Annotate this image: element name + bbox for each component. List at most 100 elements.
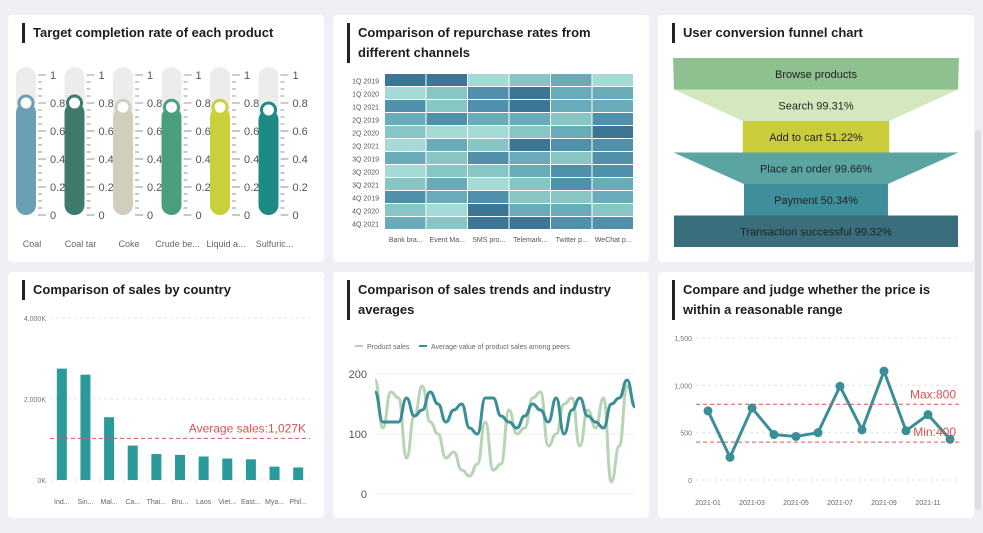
gauge-tick-label: 0.6	[196, 126, 211, 138]
heatmap-cell	[468, 152, 509, 164]
heatmap-cell	[509, 152, 550, 164]
panel-price-range: Compare and judge whether the price is w…	[658, 272, 974, 518]
scrollbar[interactable]	[975, 130, 981, 510]
heatmap-cell	[426, 165, 467, 177]
heatmap-cell	[468, 178, 509, 190]
funnel-label: Place an order 99.66%	[760, 163, 872, 175]
category-label: Sulfuric...	[256, 239, 294, 249]
gauge-tick-label: 0.2	[147, 182, 162, 194]
gauge-tick-label: 0	[293, 210, 299, 222]
heatmap-cell	[468, 126, 509, 138]
bar	[245, 459, 256, 480]
gauge-tick-label: 0.6	[50, 126, 65, 138]
heatmap-cell	[385, 191, 426, 203]
price-point	[813, 428, 823, 438]
gauge-fill	[16, 103, 36, 215]
row-label: 2Q 2019	[352, 118, 379, 125]
funnel-label: Transaction successful 99.32%	[740, 226, 892, 238]
row-label: 4Q 2021	[352, 222, 379, 229]
bar	[198, 456, 209, 480]
heatmap-cell	[468, 87, 509, 99]
y-tick-label: 1,000	[674, 383, 692, 390]
heatmap-cell	[509, 204, 550, 216]
heatmap-cell	[385, 113, 426, 125]
gauge-knob	[211, 98, 229, 116]
x-tick-label: 2021-01	[695, 500, 721, 507]
gauge-tick-label: 0.2	[196, 182, 211, 194]
price-point	[945, 434, 955, 444]
heatmap-cell	[509, 217, 550, 229]
chart-target-completion: 1 0.8 0.6 0.4 0.2 0 Coal 1 0.8 0.6 0.4 0.2 0 Coal tar…	[16, 67, 308, 249]
bar	[104, 417, 115, 480]
category-label: Mal...	[101, 499, 118, 506]
row-label: 2Q 2021	[352, 144, 379, 151]
heatmap-cell	[385, 204, 426, 216]
chart-sales-trends: 200 100 0 Product sales Average value of pro…	[349, 344, 637, 501]
heatmap-cell	[592, 139, 633, 151]
heatmap-cell	[509, 191, 550, 203]
panel-title: Comparison of repurchase rates from diff…	[347, 23, 629, 63]
y-tick-label: 1,500	[674, 336, 692, 343]
gauge-tick-label: 0.2	[99, 182, 114, 194]
heatmap-cell	[551, 204, 592, 216]
gauge-tick-label: 0.4	[293, 154, 308, 166]
bar	[222, 458, 233, 480]
heatmap-cell	[592, 178, 633, 190]
heatmap-cell	[509, 100, 550, 112]
funnel-label: Payment 50.34%	[774, 195, 858, 207]
series-line	[373, 378, 637, 436]
panel-repurchase-rates: Comparison of repurchase rates from diff…	[333, 15, 649, 262]
max-label: Max:800	[910, 387, 956, 401]
column-label: Event Ma...	[430, 237, 465, 244]
panel-sales-trends: Comparison of sales trends and industry …	[333, 272, 649, 518]
y-tick-label: 2,000K	[24, 397, 47, 404]
heatmap-cell	[426, 74, 467, 86]
y-tick-label: 0	[361, 489, 367, 501]
gauge-tick-label: 0	[50, 210, 56, 222]
heatmap-cell	[509, 74, 550, 86]
heatmap-cell	[551, 165, 592, 177]
heatmap-cell	[468, 139, 509, 151]
gauge-tick-label: 0.2	[244, 182, 259, 194]
gauge-tick-label: 0	[196, 210, 202, 222]
bar	[293, 467, 304, 480]
heatmap-cell	[385, 100, 426, 112]
price-point	[791, 431, 801, 441]
bar	[175, 454, 185, 480]
heatmap-cell	[551, 139, 592, 151]
column-label: SMS pro...	[472, 237, 505, 244]
heatmap-cell	[509, 87, 550, 99]
chart-repurchase-heatmap: 1Q 2019 1Q 2020 1Q 2021 2Q 2019 2Q 2020 2Q 20…	[352, 74, 633, 244]
gauge-fill	[258, 110, 279, 215]
category-label: Crude be...	[155, 239, 200, 249]
price-point	[769, 430, 779, 440]
gauge-tick-label: 0	[147, 210, 153, 222]
gauge-tick-label: 0.8	[50, 98, 65, 110]
gauge-tick-label: 0.8	[244, 98, 259, 110]
row-label: 3Q 2020	[352, 170, 379, 177]
heatmap-cell	[426, 87, 467, 99]
row-label: 1Q 2019	[352, 79, 379, 86]
heatmap-cell	[592, 87, 633, 99]
panel-title: Target completion rate of each product	[22, 23, 273, 43]
x-tick-label: 2021-11	[915, 500, 940, 507]
y-tick-label: 0	[688, 478, 692, 485]
gauge-tick-label: 0.4	[147, 154, 162, 166]
heatmap-cell	[509, 113, 550, 125]
y-tick-label: 200	[349, 369, 367, 381]
gauge-tick-label: 0.8	[147, 98, 162, 110]
category-label: Coal tar	[65, 239, 97, 249]
gauge-tick-label: 0.6	[99, 126, 114, 138]
category-label: Liquid a...	[206, 239, 245, 249]
heatmap-cell	[592, 74, 633, 86]
price-point	[703, 406, 713, 416]
gauge-knob	[17, 94, 35, 112]
row-label: 1Q 2020	[352, 92, 379, 99]
heatmap-cell	[551, 178, 592, 190]
heatmap-cell	[592, 204, 633, 216]
series-line	[373, 378, 636, 484]
heatmap-cell	[551, 152, 592, 164]
heatmap-cell	[592, 165, 633, 177]
panel-conversion-funnel: User conversion funnel chart Browse prod…	[658, 15, 974, 262]
heatmap-cell	[468, 165, 509, 177]
